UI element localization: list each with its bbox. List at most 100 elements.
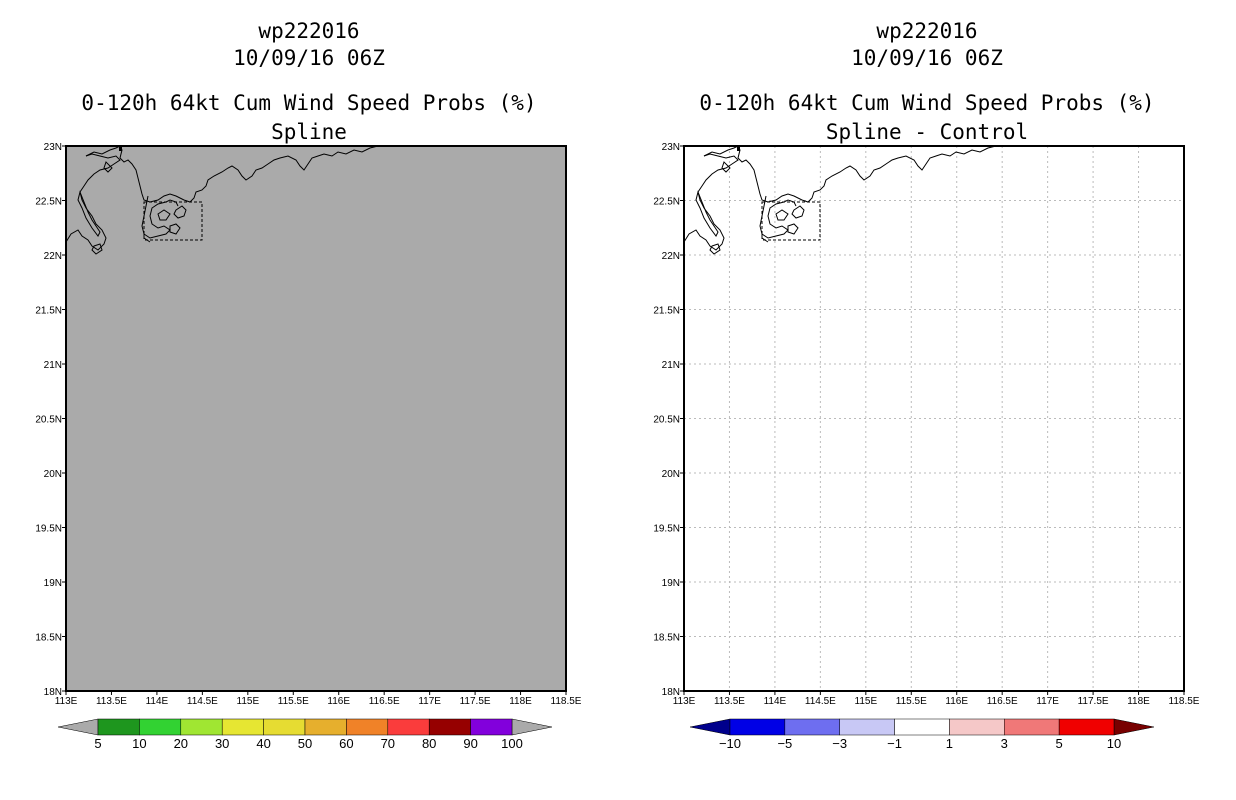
lat-label: 23N bbox=[44, 142, 62, 153]
coastline-segment bbox=[721, 161, 731, 173]
coastline-segment bbox=[683, 153, 739, 251]
lat-label: 22.5N bbox=[653, 197, 680, 208]
colorbar-swatch bbox=[346, 718, 389, 736]
coastline-segment bbox=[157, 209, 171, 221]
coastline-segment bbox=[791, 205, 805, 219]
colorbar-under-triangle bbox=[689, 718, 731, 736]
coastline bbox=[683, 145, 997, 255]
coastline-segment bbox=[65, 153, 121, 251]
colorbar-label: 1 bbox=[946, 736, 953, 751]
coastline-segment bbox=[709, 243, 721, 255]
coastline-segment bbox=[169, 223, 181, 235]
lon-label: 113.5E bbox=[96, 696, 127, 707]
coastline-segment bbox=[737, 145, 997, 203]
lon-label: 114.5E bbox=[187, 696, 218, 707]
boundary-dashed bbox=[143, 201, 203, 241]
product-title: 0-120h 64kt Cum Wind Speed Probs (%) bbox=[81, 91, 537, 115]
colorbar-swatch bbox=[839, 718, 895, 736]
coastline-marker bbox=[119, 146, 122, 151]
lon-label: 114E bbox=[764, 696, 787, 707]
lat-label: 19.5N bbox=[35, 524, 62, 535]
lon-label: 113.5E bbox=[714, 696, 745, 707]
coastline-segment bbox=[103, 161, 113, 173]
left-panel: wp222016 10/09/16 06Z 0-120h 64kt Cum Wi… bbox=[35, 19, 582, 751]
colorbar-swatch bbox=[263, 718, 306, 736]
lon-label: 116E bbox=[945, 696, 968, 707]
lat-label: 22N bbox=[662, 251, 680, 262]
colorbar-over-triangle bbox=[1113, 718, 1155, 736]
colorbar-swatch bbox=[387, 718, 430, 736]
colorbar-label: −1 bbox=[887, 736, 902, 751]
colorbar-label: 90 bbox=[463, 736, 477, 751]
lat-label: 20N bbox=[44, 469, 62, 480]
product-title: 0-120h 64kt Cum Wind Speed Probs (%) bbox=[699, 91, 1155, 115]
coastline-segment bbox=[173, 205, 187, 219]
coastline-segment bbox=[703, 145, 739, 157]
colorbar-label: 3 bbox=[1001, 736, 1008, 751]
lat-label: 18N bbox=[662, 687, 680, 698]
lon-label: 116E bbox=[327, 696, 350, 707]
lon-label: 118.5E bbox=[551, 696, 582, 707]
panel-subtitle: Spline bbox=[271, 120, 347, 144]
lon-label: 118.5E bbox=[1169, 696, 1200, 707]
datetime: 10/09/16 06Z bbox=[233, 46, 385, 70]
colorbar-swatch bbox=[1004, 718, 1060, 736]
lon-label: 118E bbox=[1127, 696, 1150, 707]
map-plot: 23N 22.5N 22N 21.5N 21N 20.5N 20N 19.5N 19N 18.5N… bbox=[653, 142, 1200, 751]
colorbar-label: 50 bbox=[298, 736, 312, 751]
colorbar-swatch bbox=[949, 718, 1005, 736]
colorbar-label: 5 bbox=[1056, 736, 1063, 751]
lat-label: 18N bbox=[44, 687, 62, 698]
lon-label: 115E bbox=[237, 696, 260, 707]
map-background bbox=[66, 146, 566, 691]
lat-label: 22.5N bbox=[35, 197, 62, 208]
lat-label: 20N bbox=[662, 469, 680, 480]
colorbar-swatch bbox=[97, 718, 140, 736]
lat-label: 19.5N bbox=[653, 524, 680, 535]
lon-label: 118E bbox=[509, 696, 532, 707]
colorbar-label: −5 bbox=[777, 736, 792, 751]
lon-label: 116.5E bbox=[987, 696, 1018, 707]
lon-label: 116.5E bbox=[369, 696, 400, 707]
colorbar-label: 60 bbox=[339, 736, 353, 751]
lon-label: 114.5E bbox=[805, 696, 836, 707]
lat-label: 21.5N bbox=[35, 306, 62, 317]
lat-label: 18.5N bbox=[653, 633, 680, 644]
colorbar-label: 20 bbox=[174, 736, 188, 751]
coastline-segment bbox=[91, 243, 103, 255]
coastline-marker bbox=[737, 146, 740, 151]
lon-label: 113E bbox=[673, 696, 696, 707]
colorbar-swatch bbox=[729, 718, 786, 736]
lon-label: 117.5E bbox=[1078, 696, 1109, 707]
colorbar-label: 80 bbox=[422, 736, 436, 751]
colorbar-over-triangle bbox=[511, 718, 553, 736]
coastline-segment bbox=[85, 145, 121, 157]
colorbar: −10 −5 −3 −1 1 3 5 10 bbox=[689, 718, 1155, 751]
lon-label: 117E bbox=[1036, 696, 1059, 707]
coastline-segment bbox=[787, 223, 799, 235]
colorbar-label: 100 bbox=[501, 736, 523, 751]
lat-label: 20.5N bbox=[653, 415, 680, 426]
colorbar-label: 5 bbox=[94, 736, 101, 751]
colorbar-swatch bbox=[139, 718, 182, 736]
lat-label: 20.5N bbox=[35, 415, 62, 426]
datetime: 10/09/16 06Z bbox=[851, 46, 1003, 70]
colorbar-swatch bbox=[470, 718, 513, 736]
colorbar-swatch bbox=[221, 718, 264, 736]
colorbar-under-triangle bbox=[57, 718, 99, 736]
lon-label: 115E bbox=[855, 696, 878, 707]
lon-label: 113E bbox=[55, 696, 78, 707]
lon-label: 114E bbox=[146, 696, 169, 707]
colorbar-label: 10 bbox=[132, 736, 146, 751]
lat-label: 21N bbox=[44, 360, 62, 371]
lon-label: 117E bbox=[418, 696, 441, 707]
colorbar-label: −3 bbox=[832, 736, 847, 751]
lat-label: 23N bbox=[662, 142, 680, 153]
colorbar-swatch bbox=[1058, 718, 1115, 736]
coastline-segment bbox=[119, 145, 379, 203]
colorbar-label: −10 bbox=[719, 736, 741, 751]
colorbar-swatch bbox=[180, 718, 223, 736]
coastline-segment bbox=[775, 209, 789, 221]
colorbar-label: 70 bbox=[381, 736, 395, 751]
lat-label: 19N bbox=[44, 578, 62, 589]
